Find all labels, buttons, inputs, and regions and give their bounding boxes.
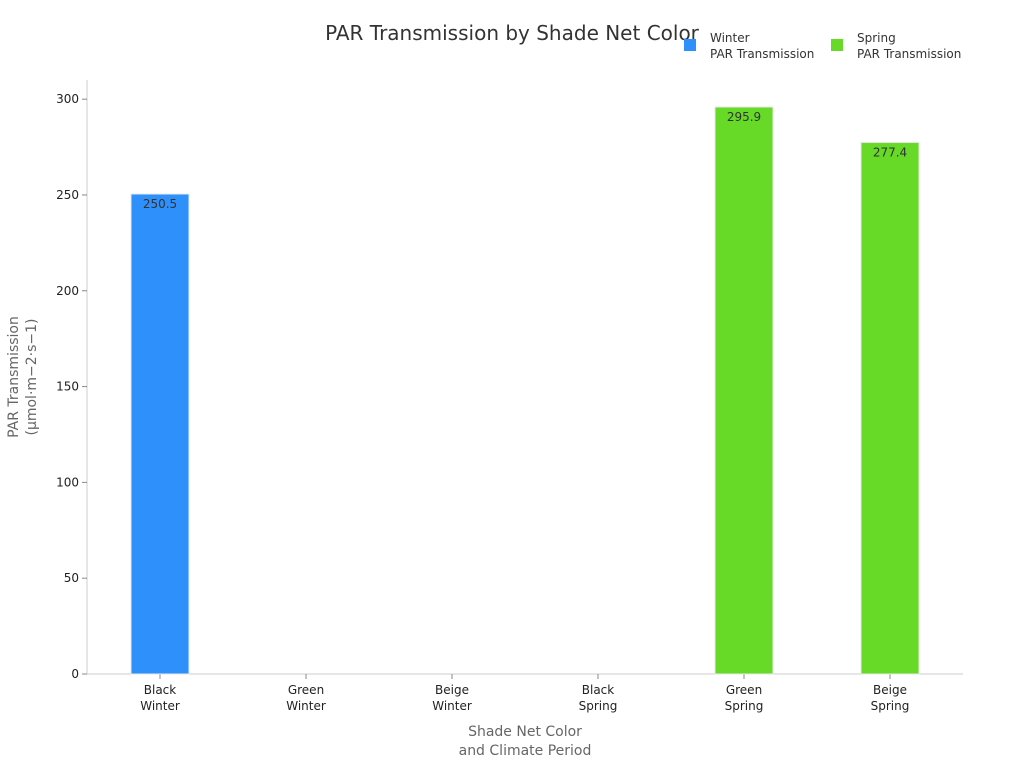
x-tick-label: Black Spring — [579, 683, 618, 713]
data-label: 295.9 — [727, 110, 761, 124]
y-tick-label: 250 — [56, 188, 79, 202]
y-tick-label: 150 — [56, 380, 79, 394]
x-tick-label: Beige Winter — [432, 683, 472, 713]
legend-swatch — [831, 39, 843, 51]
y-tick-label: 0 — [71, 667, 79, 681]
x-tick-label: Green Winter — [286, 683, 326, 713]
y-tick-label: 50 — [64, 571, 79, 585]
x-tick-label: Green Spring — [725, 683, 764, 713]
bar — [131, 194, 189, 674]
y-tick-label: 300 — [56, 92, 79, 106]
data-labels: 250.5 295.9 277.4 — [143, 110, 907, 211]
x-tick-label: Beige Spring — [871, 683, 910, 713]
data-label: 250.5 — [143, 197, 177, 211]
y-axis-title: PAR Transmission (µmol·m−2·s−1) — [6, 316, 40, 438]
y-tick-label: 200 — [56, 284, 79, 298]
legend-label: Spring PAR Transmission — [857, 31, 961, 61]
x-axis: Black Winter Green Winter Beige Winter Black Sp… — [87, 674, 963, 713]
legend[interactable]: Winter PAR Transmission Spring PAR Transmis… — [684, 31, 961, 61]
bar — [715, 107, 773, 674]
chart-title: PAR Transmission by Shade Net Color — [325, 21, 700, 45]
x-tick-label: Black Winter — [140, 683, 180, 713]
y-tick-label: 100 — [56, 475, 79, 489]
bars — [131, 107, 919, 674]
x-axis-title: Shade Net Color and Climate Period — [459, 724, 592, 759]
legend-label: Winter PAR Transmission — [710, 31, 814, 61]
y-axis: 0 50 100 150 200 250 300 — [56, 80, 87, 681]
legend-swatch — [684, 39, 696, 51]
bar — [861, 142, 919, 674]
data-label: 277.4 — [873, 145, 907, 159]
